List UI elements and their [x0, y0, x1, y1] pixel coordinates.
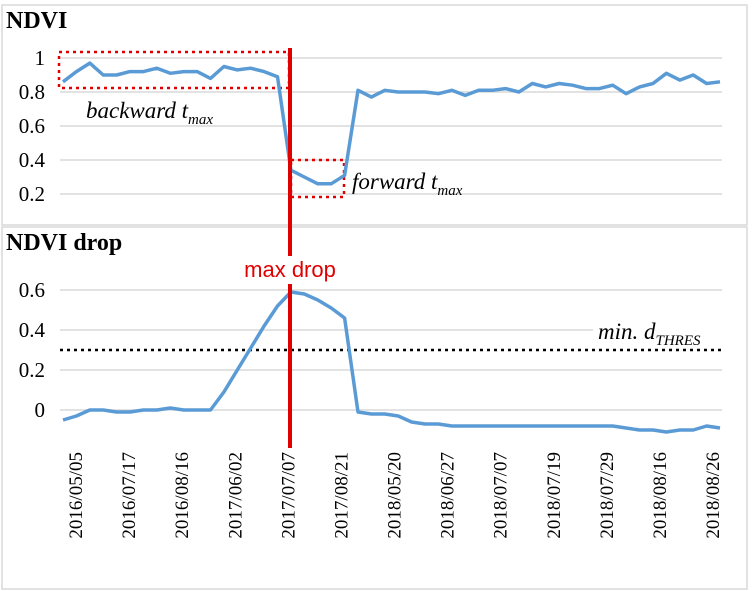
ndvi-drop-title: NDVI drop: [6, 230, 122, 256]
ndvi-drop-y-axis: 0 0.2 0.4 0.6: [19, 278, 46, 422]
x-tick-label: 2018/07/07: [491, 452, 512, 539]
ndvi-y-tick-label: 0.4: [19, 148, 46, 172]
threshold-label-sub: THRES: [656, 333, 702, 349]
backward-label-text: backward t: [86, 98, 189, 123]
forward-label-sub: max: [437, 183, 462, 199]
x-tick-label: 2018/07/19: [544, 452, 565, 539]
threshold-label: min. dTHRES: [598, 319, 701, 349]
ndvi-y-axis: 0.2 0.4 0.6 0.8 1: [19, 46, 46, 206]
forward-tmax-label: forward tmax: [352, 169, 463, 199]
x-tick-label: 2016/05/05: [66, 452, 87, 539]
threshold-label-bg: [593, 318, 725, 346]
x-tick-label: 2016/07/17: [119, 452, 140, 539]
ndvi-drop-panel-frame: [1, 226, 748, 590]
x-tick-label: 2018/07/29: [597, 452, 618, 539]
ndvi-title: NDVI: [6, 8, 67, 34]
ndvi-drop-y-tick-label: 0.4: [19, 318, 46, 342]
forward-label-text: forward t: [352, 169, 438, 194]
forward-window-box: [289, 158, 346, 199]
backward-label-sub: max: [188, 112, 213, 128]
ndvi-series-line: [61, 61, 721, 186]
ndvi-drop-y-tick-label: 0.6: [19, 278, 45, 302]
x-tick-label: 2017/06/02: [225, 452, 246, 539]
ndvi-y-tick-label: 1: [35, 46, 46, 70]
max-drop-label-bg: [236, 256, 344, 284]
ndvi-gridlines: [60, 57, 722, 195]
x-tick-label: 2016/08/16: [172, 452, 193, 539]
ndvi-drop-y-tick-label: 0: [35, 398, 46, 422]
max-drop-label: max drop: [244, 257, 336, 282]
x-tick-label: 2018/08/26: [703, 452, 724, 539]
x-axis: 2016/05/05 2016/07/17 2016/08/16 2017/06/02…: [66, 452, 724, 539]
ndvi-y-tick-label: 0.8: [19, 80, 45, 104]
ndvi-drop-y-tick-label: 0.2: [19, 358, 45, 382]
ndvi-panel-frame: [1, 4, 748, 226]
x-tick-label: 2018/06/27: [438, 452, 459, 539]
backward-tmax-label: backward tmax: [86, 98, 213, 128]
ndvi-drop-series-line: [62, 290, 721, 434]
ndvi-y-tick-label: 0.6: [19, 114, 45, 138]
x-tick-label: 2018/08/16: [650, 452, 671, 539]
ndvi-y-tick-label: 0.2: [19, 182, 45, 206]
threshold-label-text: min. d: [598, 319, 656, 344]
x-tick-label: 2018/05/20: [385, 452, 406, 539]
x-tick-label: 2017/07/07: [278, 452, 299, 539]
x-tick-label: 2017/08/21: [331, 452, 352, 539]
